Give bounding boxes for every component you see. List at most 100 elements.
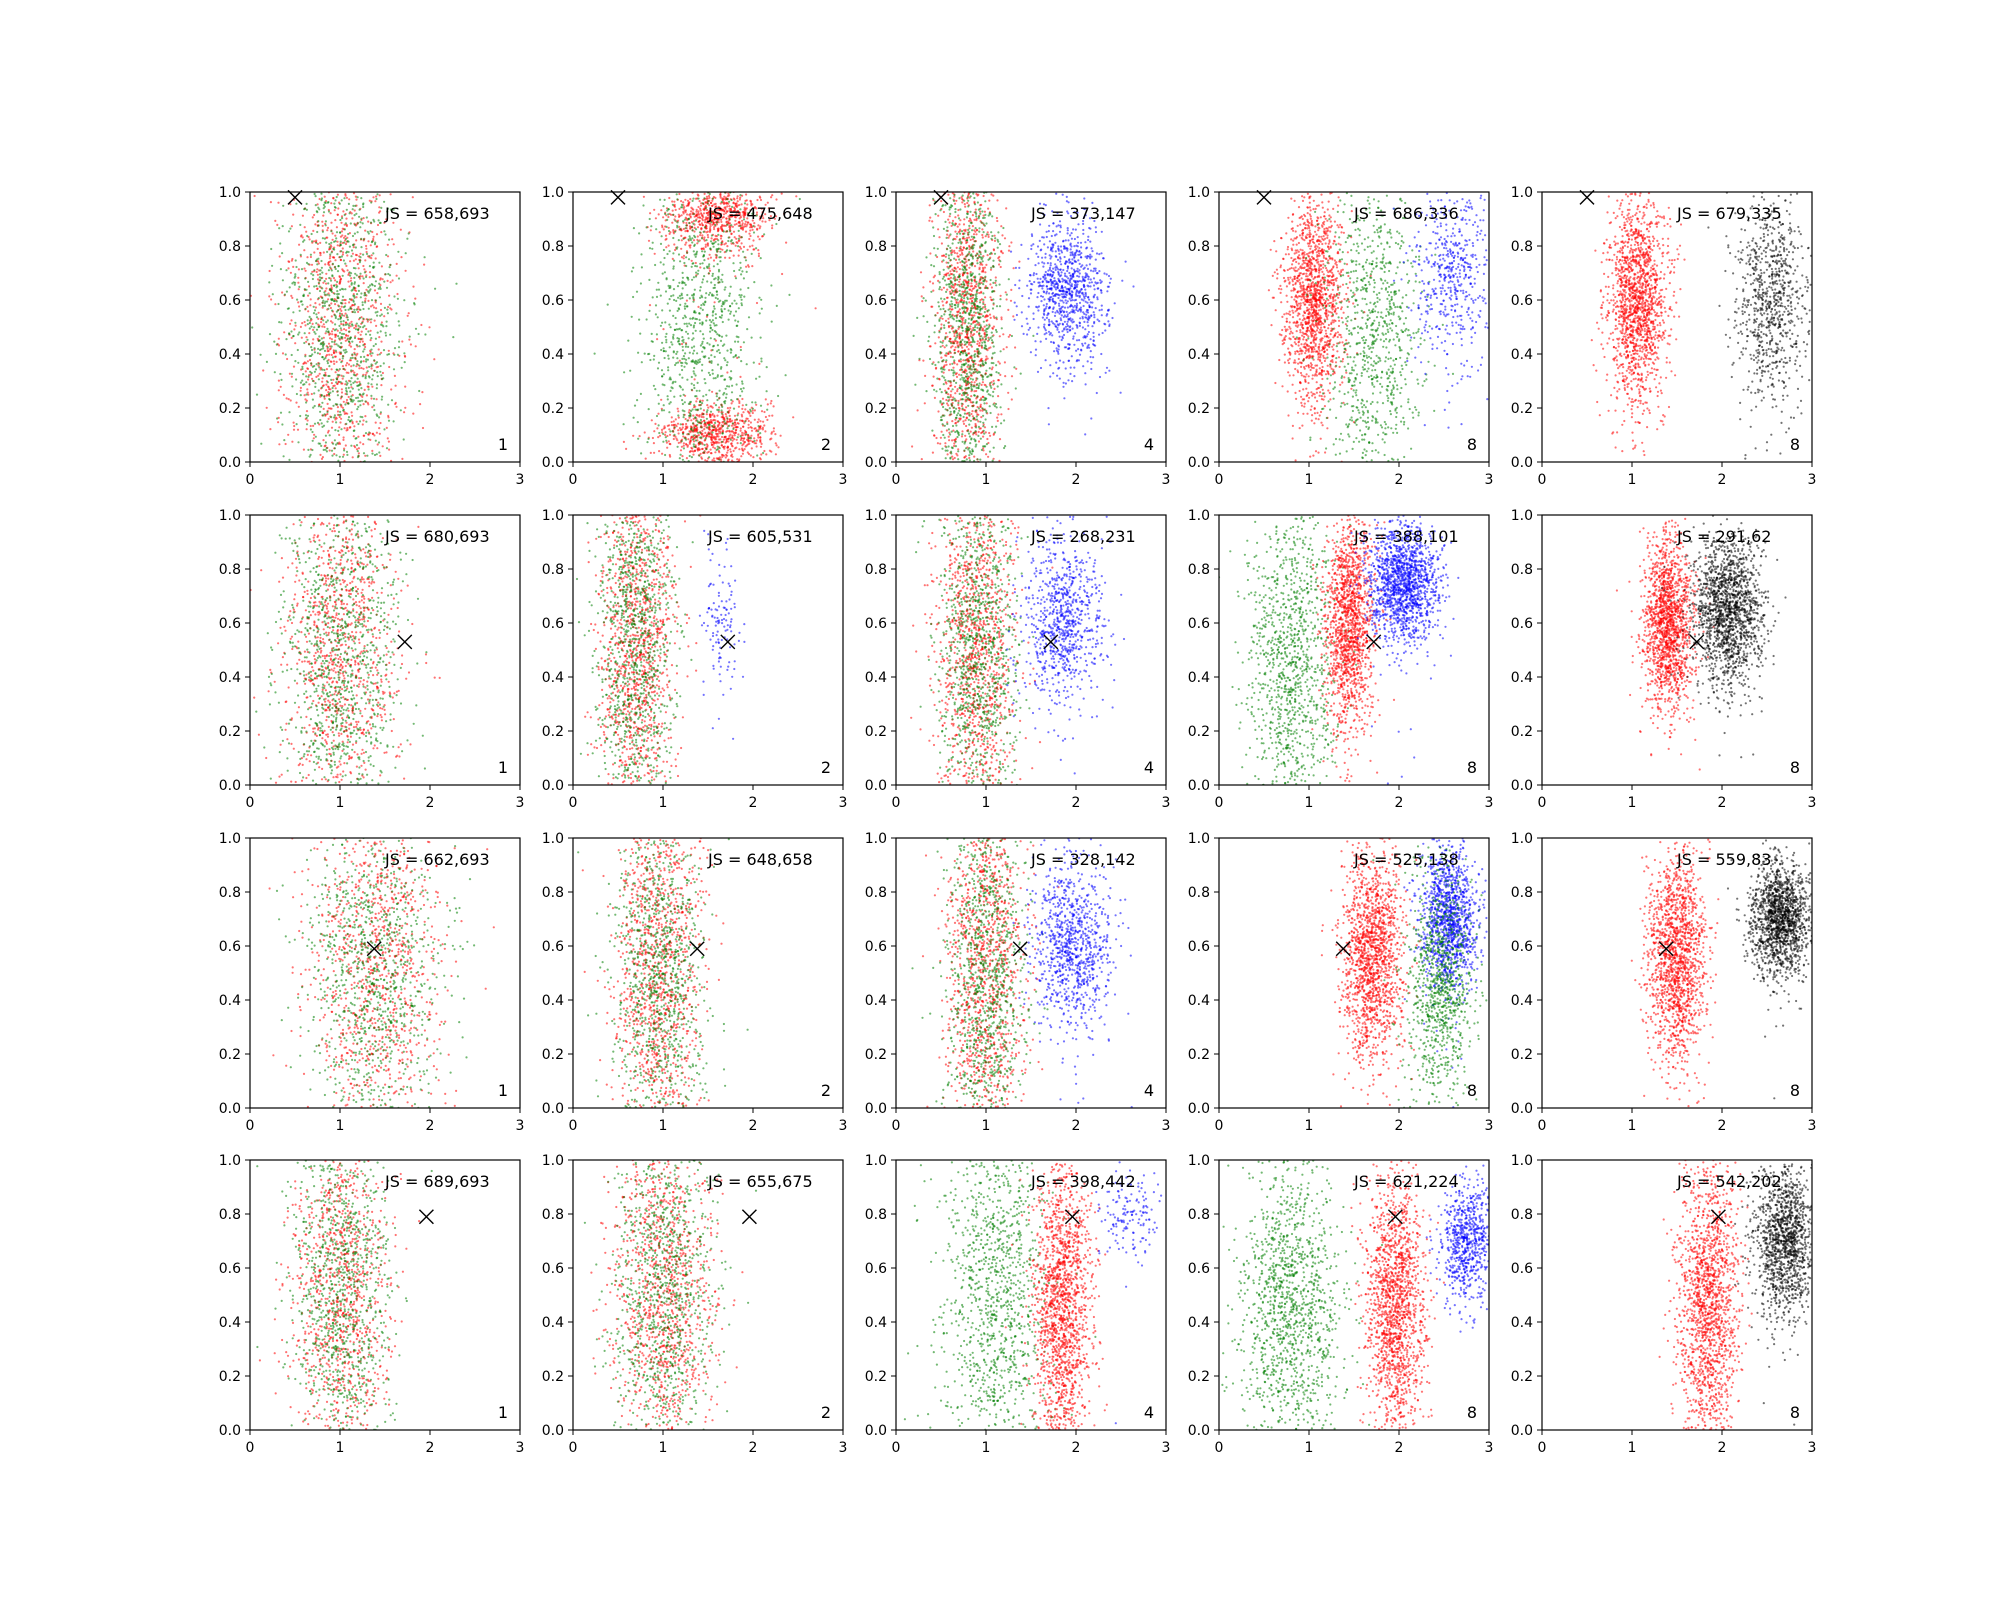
scatter-point (379, 330, 382, 333)
scatter-point (351, 414, 354, 417)
scatter-point (330, 426, 334, 429)
scatter-point (691, 262, 694, 265)
scatter-point (719, 339, 723, 342)
scatter-point (971, 287, 975, 290)
scatter-point (345, 208, 348, 211)
scatter-point (742, 411, 745, 414)
scatter-point (366, 320, 369, 323)
scatter-point (746, 328, 749, 331)
scatter-point (374, 343, 377, 346)
scatter-point (353, 425, 356, 428)
scatter-point (949, 393, 952, 397)
scatter-point (316, 242, 319, 245)
scatter-point (330, 338, 333, 341)
scatter-point (747, 411, 751, 414)
scatter-point (346, 269, 349, 272)
scatter-point (742, 250, 745, 253)
scatter-point (957, 301, 960, 304)
scatter-point (708, 427, 711, 430)
scatter-point (940, 323, 943, 326)
scatter-point (309, 317, 312, 320)
scatter-point (376, 353, 379, 356)
scatter-point (714, 421, 717, 424)
scatter-point (361, 399, 364, 402)
scatter-point (383, 428, 386, 431)
scatter-point (371, 352, 374, 355)
scatter-point (674, 316, 677, 320)
scatter-point (380, 398, 383, 401)
scatter-point (749, 408, 752, 411)
scatter-point (712, 305, 716, 308)
scatter-point (412, 285, 415, 288)
scatter-point (667, 369, 670, 372)
scatter-point (703, 239, 706, 242)
scatter-point (663, 426, 667, 429)
scatter-point (709, 256, 713, 259)
scatter-point (707, 422, 710, 425)
scatter-point (946, 453, 949, 456)
scatter-point (726, 371, 729, 374)
scatter-point (992, 315, 995, 318)
scatter-point (716, 428, 720, 431)
scatter-point (687, 258, 691, 261)
scatter-point (345, 393, 349, 396)
scatter-point (709, 431, 712, 434)
scatter-point (661, 321, 664, 324)
scatter-point (364, 345, 367, 349)
scatter-point (322, 374, 326, 377)
scatter-point (370, 337, 373, 340)
scatter-point (706, 314, 709, 317)
scatter-point (714, 223, 717, 226)
scatter-point (676, 198, 679, 201)
scatter-point (344, 312, 347, 315)
scatter-point (365, 275, 368, 279)
scatter-point (725, 440, 728, 443)
scatter-point (945, 261, 948, 264)
scatter-point (298, 243, 301, 246)
scatter-point (695, 362, 698, 366)
scatter-point (928, 219, 931, 222)
scatter-point (709, 225, 712, 228)
scatter-point (381, 445, 384, 448)
scatter-point (679, 228, 682, 231)
scatter-point (706, 212, 709, 215)
scatter-point (741, 270, 744, 273)
scatter-point (320, 266, 323, 269)
scatter-point (654, 263, 657, 267)
scatter-point (659, 261, 662, 264)
scatter-point (386, 353, 389, 356)
scatter-point (986, 314, 990, 318)
scatter-point (719, 367, 723, 370)
scatter-point (653, 451, 656, 454)
scatter-point (688, 454, 691, 458)
scatter-point (730, 454, 733, 457)
scatter-point (680, 342, 684, 346)
scatter-point (969, 297, 972, 300)
scatter-point (705, 319, 708, 322)
scatter-point (691, 317, 694, 320)
scatter-point (701, 350, 704, 353)
scatter-point (369, 288, 372, 291)
scatter-point (632, 266, 635, 269)
scatter-point (361, 222, 364, 225)
scatter-point (700, 222, 704, 225)
scatter-point (314, 306, 317, 309)
scatter-point (313, 433, 316, 436)
scatter-point (758, 457, 762, 460)
scatter-point (739, 429, 742, 432)
scatter-point (353, 296, 356, 299)
scatter-point (323, 304, 326, 307)
scatter-point (314, 332, 317, 335)
scatter-point (337, 207, 340, 210)
scatter-point (779, 434, 782, 437)
scatter-point (962, 420, 965, 423)
scatter-point (658, 231, 661, 234)
scatter-point (323, 349, 327, 352)
scatter-point (948, 221, 951, 224)
scatter-point (379, 364, 382, 368)
scatter-point (649, 229, 652, 232)
scatter-point (979, 291, 983, 294)
scatter-point (332, 404, 335, 407)
scatter-point (733, 236, 736, 239)
scatter-point (387, 416, 390, 419)
